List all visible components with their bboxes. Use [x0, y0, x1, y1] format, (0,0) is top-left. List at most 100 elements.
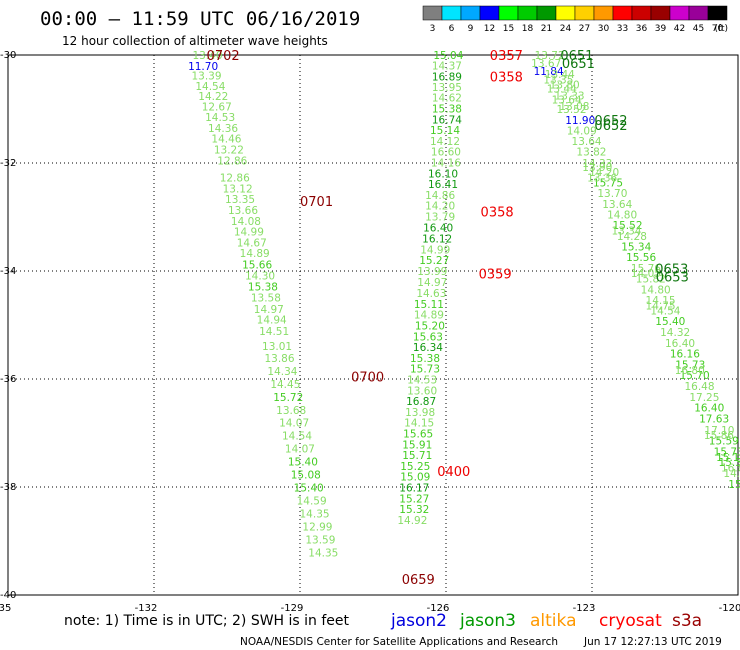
wave-height-point: 13.40 [192, 50, 222, 62]
wave-height-point: 14.53 [205, 112, 235, 124]
wave-height-point: 16.40 [423, 222, 453, 234]
wave-height-point: 14.07 [279, 418, 309, 430]
wave-height-point: 14.54 [195, 81, 225, 93]
legend-bin-label: 18 [522, 24, 534, 34]
wave-height-point: 16.17 [399, 483, 429, 495]
pass-time-label: 0358 [490, 71, 523, 86]
wave-height-point: 16.40 [694, 403, 724, 415]
wave-height-point: 14.33 [582, 158, 612, 170]
pass-time-labels: 0702 0701 0700 0659 0357 0358 0358 0359 0400 0651… [207, 49, 689, 588]
pass-time-label: 0357 [490, 49, 523, 64]
wave-height-point: 13.52 [556, 104, 586, 116]
wave-height-point: 14.09 [567, 126, 597, 138]
chart-title: 00:00 – 11:59 UTC 06/16/2019 [40, 8, 360, 30]
wave-height-point: 15.75 [593, 177, 623, 189]
wave-height-point: 13.67 [531, 58, 561, 70]
color-legend: 3 6 9 12 15 18 21 24 27 30 33 36 39 42 45 70(ft) [422, 5, 728, 34]
wave-height-point: 15.40 [655, 316, 685, 328]
wave-height-point: 14.45 [270, 379, 300, 391]
legend-bin-label: 15 [503, 24, 514, 34]
wave-height-point: 13.35 [225, 194, 255, 206]
wave-height-point: 15.38 [410, 353, 440, 365]
wave-height-point: 17.63 [699, 413, 729, 425]
wave-height-point: 13.34 [611, 226, 641, 238]
wave-height-point: 15.09 [400, 472, 430, 484]
legend-swatch [479, 5, 500, 21]
wave-height-point: 11.90 [565, 115, 595, 127]
legend-bin-label: 6 [449, 24, 455, 34]
wave-height-point: 14.46 [211, 134, 241, 146]
wave-height-point: 15.72 [273, 392, 303, 404]
pass-time-label: 0700 [351, 370, 384, 385]
wave-height-point: 14.07 [285, 444, 315, 456]
wave-height-point: 12.99 [302, 521, 332, 533]
wave-height-point: 14.20 [425, 201, 455, 213]
wave-height-point: 13.86 [264, 353, 294, 365]
wave-height-point: 11.84 [534, 66, 564, 78]
pass-time-label: 0701 [300, 195, 333, 210]
wave-height-point: 14.35 [300, 508, 330, 520]
pass-time-label: 0651 [562, 57, 595, 72]
wave-height-point: 12.86 [220, 173, 250, 185]
plot-frame [7, 54, 739, 596]
wave-height-point: 14.20 [589, 167, 619, 179]
wave-height-point: 13.33 [555, 91, 585, 103]
footer-timestamp: Jun 17 12:27:13 UTC 2019 [583, 636, 722, 648]
wave-height-point: 15.82 [636, 274, 666, 286]
legend-swatch [593, 5, 614, 21]
wave-height-point: 16.41 [428, 179, 458, 191]
wave-height-point: 14.86 [425, 190, 455, 202]
wave-height-point: 12.86 [217, 155, 247, 167]
legend-bin-label: 3 [430, 24, 436, 34]
wave-height-point: 16.80 [675, 365, 705, 377]
wave-height-point: 13.90 [582, 162, 612, 174]
wave-height-point: 13.44 [545, 69, 575, 81]
wave-height-point: 14.12 [430, 136, 460, 148]
pass-time-label: 0358 [481, 206, 514, 221]
wave-height-point: 13.36 [587, 173, 617, 185]
wave-height-point: 11.70 [188, 61, 218, 73]
wave-height-point: 15.27 [419, 255, 449, 267]
wave-height-point: 16.81 [721, 463, 740, 475]
wave-height-point: 15.40 [288, 457, 318, 469]
wave-height-point: 16.74 [432, 114, 462, 126]
wave-height-point: 13.66 [228, 205, 258, 217]
wave-height-point: 15.56 [626, 252, 656, 264]
pass-time-label: 0652 [594, 114, 627, 129]
x-tick-label: -129 [281, 603, 304, 614]
wave-height-point: 14.35 [308, 547, 338, 559]
wave-height-point: 15.04 [433, 50, 463, 62]
legend-swatch [536, 5, 557, 21]
wave-height-point: 14.97 [417, 277, 447, 289]
wave-height-point: 12.67 [202, 101, 232, 113]
satellite-legend: jason2 jason3 altika cryosat s3a [390, 611, 702, 631]
wave-height-point: 15.34 [719, 457, 740, 469]
wave-height-point: 15.65 [403, 429, 433, 441]
wave-height-point: 16.87 [406, 396, 436, 408]
wave-height-point: 14.08 [231, 216, 261, 228]
wave-height-point: 13.68 [276, 405, 306, 417]
wave-height-point: 15.63 [413, 331, 443, 343]
x-tick-label: -126 [427, 603, 450, 614]
wave-height-point: 16.48 [684, 381, 714, 393]
wave-height-point: 15.76 [631, 263, 661, 275]
wave-height-point: 13.98 [405, 407, 435, 419]
legend-bin-label: 33 [617, 24, 628, 34]
pass-time-label: 0702 [207, 49, 240, 64]
legend-swatch [707, 5, 728, 21]
legend-bin-label: 24 [560, 24, 572, 34]
wave-height-point: 13.70 [597, 188, 627, 200]
x-tick-label: -135 [0, 603, 11, 614]
legend-swatch [650, 5, 671, 21]
track-east: 13.7213.6711.8413.3513.4413.6413.5211.90… [531, 50, 740, 491]
wave-height-point: 13.39 [191, 71, 221, 83]
legend-bin-label: 70 [712, 24, 724, 34]
legend-bin-label: 30 [598, 24, 610, 34]
legend-swatch [422, 5, 443, 21]
wave-height-point: 15.73 [714, 446, 740, 458]
y-tick-label: -40 [0, 590, 16, 601]
pass-time-label: 0652 [594, 119, 627, 134]
axis-ticks: -135 -132 -129 -126 -123 -120 -30 -32 -34 -36 -38 -… [0, 50, 740, 614]
y-tick-label: -32 [0, 158, 16, 169]
wave-height-point: 16.10 [428, 168, 458, 180]
